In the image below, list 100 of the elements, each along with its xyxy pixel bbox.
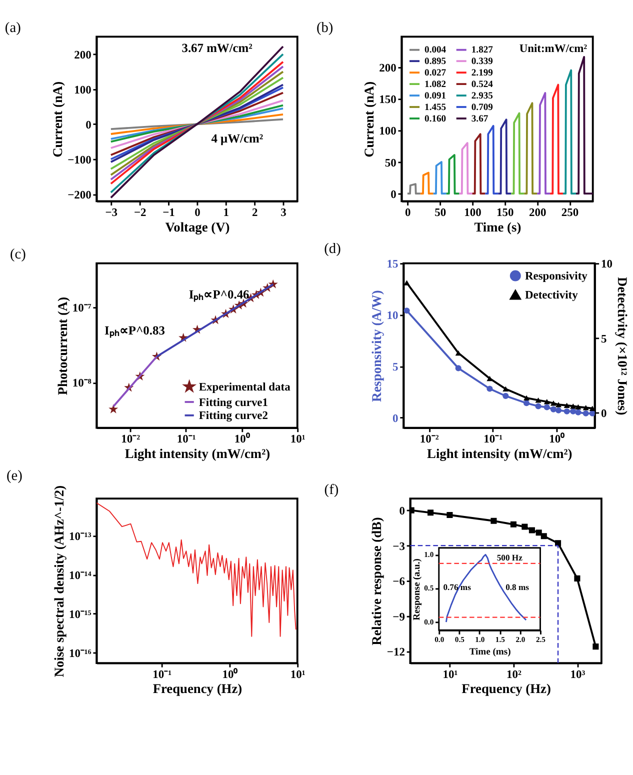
x-tick-label: 3 [280,207,287,220]
legend-label: 1.455 [424,102,446,113]
y-tick-label: 5 [392,361,399,374]
y-tick-label: 10 [386,310,399,322]
y-tick-label: 0 [399,506,406,518]
legend-label: 1.082 [424,78,446,90]
legend-label: 2.935 [471,90,494,102]
chart-title: (c) [10,246,26,263]
line-series [110,99,284,149]
y-tick-label: 10⁻¹⁴ [68,570,92,582]
legend-label: 0.895 [424,56,446,67]
annotation: Iₚₕ∝P^0.83 [104,324,165,339]
x-tick-label: 1 [223,207,230,220]
x-tick-label: 10¹ [442,668,458,681]
x-tick-label: 10⁰ [234,432,251,446]
legend-label: 0.709 [471,102,494,113]
legend-label: 0.339 [471,56,494,67]
y-tick-label: 50 [384,157,397,170]
y-tick-label: 200 [74,50,92,62]
y-tick-label: 10⁻¹⁶ [68,648,92,660]
legend-label: Fitting curve1 [198,396,268,409]
x-axis-title: Time (s) [474,219,522,234]
line-series [110,113,284,135]
x-tick-label: 10¹ [290,434,306,446]
x-tick-label: −3 [105,207,118,220]
x-tick-label: 10¹ [290,668,306,681]
x-tick-label: 2.5 [536,635,546,644]
y-tick-label: 10⁻¹⁵ [68,608,92,621]
annotation: 0.8 ms [506,582,530,592]
legend-label: 0.160 [424,113,446,124]
y-tick-label: −9 [392,611,406,624]
legend-label: Detectivity [524,290,578,302]
y-tick-label: −100 [68,154,92,166]
legend-label: 0.027 [424,67,446,78]
chart-title: (a) [4,20,22,36]
y-axis-title: Current (nA) [50,81,65,158]
x-tick-label: 250 [561,207,579,220]
x-tick-label: 10² [506,668,522,681]
legend-label: 0.091 [424,90,446,102]
x-tick-label: 150 [496,207,514,220]
legend-label: 0.004 [424,44,446,56]
x-tick-label: 10⁻² [420,434,440,446]
x-tick-label: 10⁰ [549,432,566,446]
line-series [445,554,527,623]
y-tick-label: 200 [379,62,397,74]
x-tick-label: 0.0 [434,635,444,644]
annotation: 3.67 mW/cm² [182,41,253,56]
y-tick-label: 100 [379,126,397,138]
line-series [110,118,284,130]
y-axis-title: Relative response (dB) [369,517,384,646]
y-tick-label: 0.5 [424,584,434,593]
x-tick-label: 2 [252,207,258,220]
legend-label: Responsivity [524,270,588,283]
x-tick-label: 10³ [570,668,586,681]
x-axis-title: Time (ms) [469,646,511,658]
x-tick-label: 1.5 [495,635,506,644]
chart-title: (b) [316,20,334,36]
legend-label: 1.827 [471,44,494,56]
y-axis-title: Current (nA) [361,81,376,158]
y-tick-label: 15 [386,258,399,271]
y2-tick-label: 5 [600,333,607,346]
legend-label: Experimental data [198,382,291,394]
y-tick-label: −12 [386,646,406,659]
x-tick-label: 10⁻¹ [484,434,503,446]
x-tick-label: 10⁻² [121,434,141,446]
annotation: 0.76 ms [443,582,472,592]
x-tick-label: 200 [528,207,546,220]
x-tick-label: 10⁻¹ [152,668,172,681]
y-axis-title: Response (a.u.) [411,558,422,620]
y-tick-label: −3 [392,540,406,553]
legend-label: 0.524 [471,78,494,90]
annotation: 4 μW/cm² [211,132,264,146]
x-tick-label: 0.5 [454,635,465,644]
x-tick-label: 2.0 [516,635,526,644]
y-tick-label: 100 [74,84,92,97]
y-axis-title: Photocurrent (A) [54,296,70,396]
legend-label: 3.67 [471,113,488,124]
chart-title: (d) [324,240,342,257]
x-tick-label: −2 [134,207,146,220]
x-axis-title: Frequency (Hz) [462,681,551,696]
x-tick-label: 100 [464,207,482,220]
annotation: Unit:mW/cm² [519,43,588,56]
y-axis-title: Noise spectral density (AHz^-1/2) [51,485,66,678]
y2-tick-label: 10 [600,258,613,271]
y-tick-label: −200 [68,189,92,202]
y-tick-label: −6 [392,576,406,588]
legend-label: Fitting curve2 [198,410,268,422]
y-tick-label: 0 [392,412,399,425]
x-tick-label: −1 [162,207,176,220]
annotation: 500 Hz [496,552,523,563]
y-tick-label: 150 [379,94,397,106]
chart-title: (e) [6,468,23,484]
y2-tick-label: 0 [600,408,607,420]
y-tick-label: 10⁻⁷ [72,302,92,314]
y-tick-label: 0.0 [424,617,434,626]
x-axis-title: Light intensity (mW/cm²) [124,446,270,461]
y-axis-title: Responsivity (A/W) [369,290,384,402]
x-tick-label: 10⁰ [222,668,239,681]
x-tick-label: 1.0 [475,635,485,644]
x-axis-title: Voltage (V) [165,219,230,234]
